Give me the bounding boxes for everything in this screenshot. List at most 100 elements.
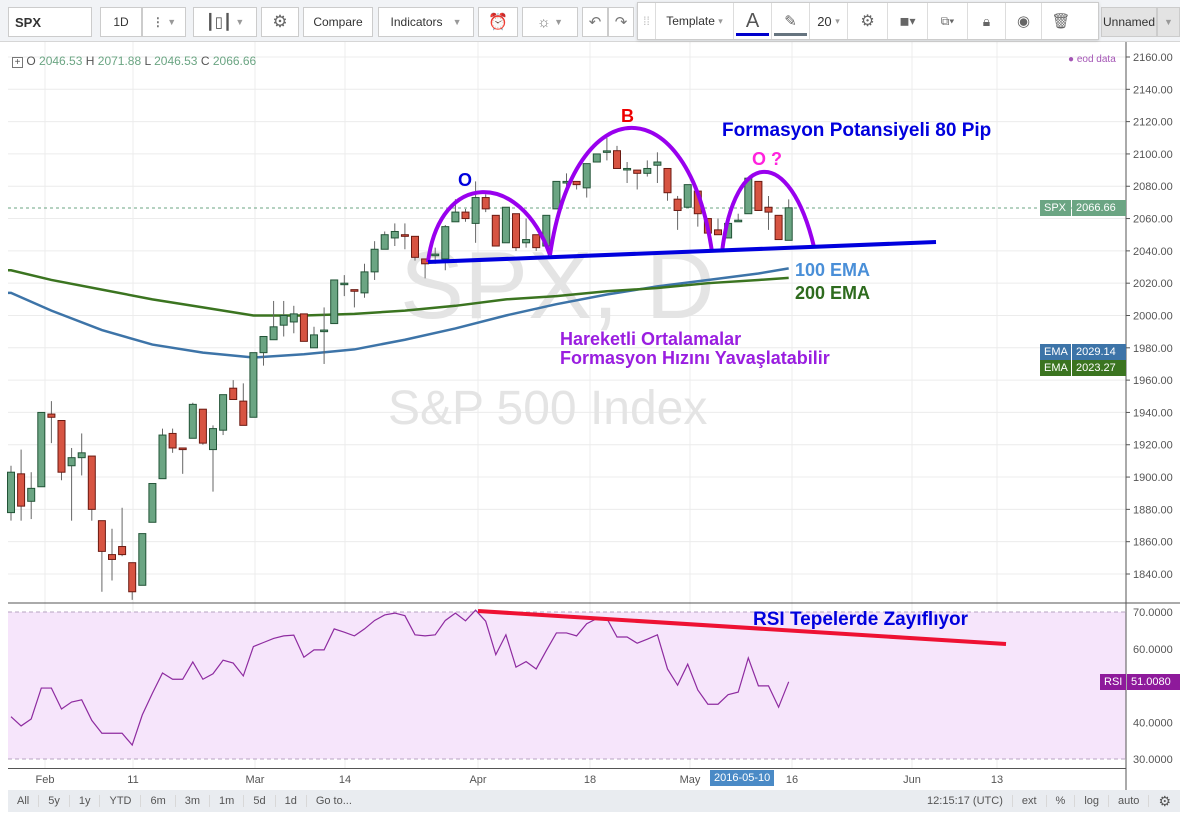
candle-body [128,562,137,593]
candle-body [512,213,520,249]
delete-button[interactable]: 🗑︎ [1042,3,1080,39]
left-shoulder-arc[interactable] [426,190,552,263]
candle-body [320,329,329,333]
chevron-down-icon: ▼ [554,17,563,27]
candle [128,562,137,600]
interval-button[interactable]: 1D [100,7,142,37]
clock[interactable]: 12:15:17 (UTC) [918,795,1013,807]
auto-toggle[interactable]: auto [1109,795,1150,807]
goto-date-button[interactable]: Go to... [315,795,352,807]
candle-body [17,473,26,507]
pattern-annotations[interactable] [426,125,1007,646]
template-button[interactable]: Template ▾ [656,3,734,39]
candle-body [330,279,339,325]
candle [249,352,258,418]
range-1d[interactable]: 1d [276,795,307,807]
candle [330,279,339,325]
chart-settings-button[interactable]: ⚙ [261,7,299,37]
candle [663,167,672,201]
bring-forward-button[interactable]: ◼▾ [888,3,928,39]
candle [97,520,106,592]
gear-icon[interactable]: ⚙ [1158,792,1171,809]
candle [552,180,561,210]
open-label: O [26,54,36,68]
ema-lines [8,267,789,359]
candle [411,235,419,261]
candle [572,180,581,190]
candle-body [97,520,106,552]
range-3m[interactable]: 3m [176,795,211,807]
candle [77,433,86,476]
log-toggle[interactable]: log [1075,795,1110,807]
time-tick-label: 13 [990,774,1004,786]
close-label: C [200,54,210,68]
time-tick-label: Jun [903,774,921,786]
lightbulb-icon: ☼ [536,13,551,31]
symbol-search[interactable]: SPX [8,7,92,37]
rsi-trendline[interactable] [477,609,1007,646]
ideas-button[interactable]: ☼ ▼ [522,7,578,37]
candle [310,326,318,349]
time-axis[interactable]: Feb 11 Mar 14 Apr 18 May 16 Jun 13 [8,768,1126,790]
neckline[interactable] [427,240,937,264]
font-size-select[interactable]: 20 ▾ [810,3,848,39]
time-tick-label: May [679,774,701,786]
price-tick-label: 2020.00 [1133,278,1173,290]
candle [370,241,379,280]
layout-menu-button[interactable]: ▼ [1157,7,1180,37]
redo-button[interactable]: ↷ [608,7,634,37]
candle-body [158,434,167,480]
range-ytd[interactable]: YTD [100,795,142,807]
candle-body [198,408,207,444]
candle-body [774,214,783,241]
chart-style-button[interactable]: ┃▯┃ ▼ [193,7,257,37]
expand-legend-icon[interactable]: + [12,57,23,68]
candle [643,160,652,177]
candle [289,305,298,334]
send-backward-button[interactable]: ⧉▾ [928,3,968,39]
ext-toggle[interactable]: ext [1013,795,1047,807]
text-color-button[interactable]: A [734,3,772,39]
percent-toggle[interactable]: % [1047,795,1076,807]
layout-name-button[interactable]: Unnamed [1101,7,1157,37]
range-5y[interactable]: 5y [39,795,70,807]
time-tick-label: 14 [338,774,352,786]
candle [512,213,520,251]
candle [17,449,26,521]
right-shoulder-arc[interactable] [720,170,816,253]
range-6m[interactable]: 6m [141,795,176,807]
candle-body [219,394,228,431]
candle [47,401,56,444]
candle [501,206,510,244]
lock-button[interactable]: 🔒︎ [968,3,1006,39]
drag-handle[interactable]: ⁞⁞ [638,3,656,39]
indicators-button[interactable]: Indicators ▼ [378,7,474,37]
range-1m[interactable]: 1m [210,795,245,807]
ema200-line [8,269,789,317]
candle-body [148,483,157,523]
price-tick-label: 1940.00 [1133,407,1173,419]
range-all[interactable]: All [8,795,40,807]
range-1y[interactable]: 1y [70,795,101,807]
ema100-note: 100 EMA [795,260,870,280]
candle-body [623,167,632,171]
candle-body [491,214,500,247]
undo-button[interactable]: ↶ [582,7,608,37]
text-color-swatch [736,33,769,36]
visibility-button[interactable]: ◉ [1006,3,1042,39]
range-5d[interactable]: 5d [244,795,276,807]
price-axis[interactable]: 2160.00 2140.00 2120.00 2100.00 2080.00 2060.… [1126,52,1173,766]
left-shoulder-label: O [458,170,472,190]
font-size-label: 20 [817,13,832,29]
head-arc[interactable] [548,125,714,256]
candle-body [643,167,652,174]
high-value: 2071.88 [97,54,142,68]
compare-button[interactable]: Compare [303,7,373,37]
create-alert-button[interactable]: ⏰ [478,7,518,37]
drawing-settings-button[interactable]: ⚙ [848,3,888,39]
interval-menu-button[interactable]: ⋮ ▼ [142,7,186,37]
candle-body [431,253,440,257]
line-color-button[interactable]: ✎ [772,3,810,39]
chevron-down-icon: ▼ [1164,17,1173,27]
